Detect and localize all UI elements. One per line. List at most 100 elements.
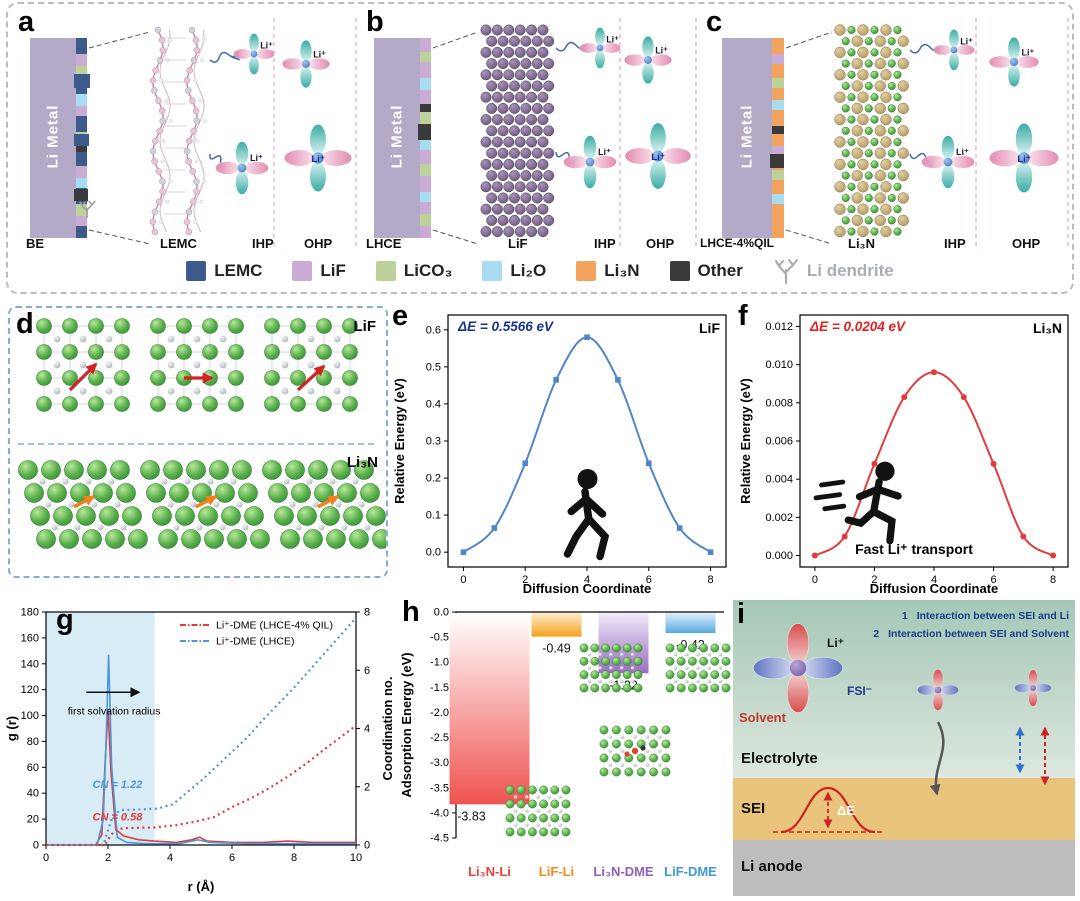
ohp-label: OHP bbox=[646, 236, 674, 251]
li3n-crystal-structure bbox=[263, 461, 387, 549]
svg-text:Diffusion Coordinate: Diffusion Coordinate bbox=[523, 581, 652, 596]
chart-h-canvas: 0.0-0.5-1.0-1.5-2.0-2.5-3.0-3.5-4.0-4.5A… bbox=[398, 598, 732, 896]
solvated-li-ion: Li⁺ bbox=[625, 123, 691, 189]
solvated-li-ion: Li⁺ bbox=[284, 124, 351, 191]
svg-text:120: 120 bbox=[21, 684, 39, 696]
svg-text:0.006: 0.006 bbox=[765, 436, 793, 448]
panel-d-crystal-structures: d LiF Li₃N bbox=[8, 306, 388, 578]
svg-text:-3.5: -3.5 bbox=[430, 782, 449, 794]
legend-swatch bbox=[670, 261, 690, 281]
svg-text:-1.0: -1.0 bbox=[430, 657, 449, 669]
svg-text:20: 20 bbox=[27, 814, 39, 826]
legend-label: LiF bbox=[320, 261, 346, 281]
svg-text:Li₃N: Li₃N bbox=[1033, 320, 1062, 336]
svg-text:0.002: 0.002 bbox=[765, 512, 793, 524]
svg-text:ΔE = 0.5566 eV: ΔE = 0.5566 eV bbox=[457, 319, 554, 334]
svg-text:-3.0: -3.0 bbox=[430, 757, 449, 769]
li-metal-label: Li Metal bbox=[739, 87, 756, 187]
lif-crystal-structure bbox=[151, 319, 244, 412]
svg-text:Li⁺: Li⁺ bbox=[960, 36, 973, 46]
panel-c-lhce-qil: Li⁺Li⁺Li⁺Li⁺ c Li Metal LHCE-4%QIL Li₃N … bbox=[700, 4, 1072, 256]
li3n-row-label: Li₃N bbox=[347, 454, 378, 471]
panel-letter-h: h bbox=[402, 598, 420, 627]
electrolyte-label: Electrolyte bbox=[741, 750, 818, 767]
solvated-li-ion bbox=[918, 670, 959, 711]
lif-crystal-structure bbox=[37, 319, 130, 412]
panel-letter-i: i bbox=[737, 600, 745, 629]
svg-text:0.4: 0.4 bbox=[426, 398, 441, 410]
panel-letter-f: f bbox=[738, 302, 748, 331]
ihp-label: IHP bbox=[252, 236, 274, 251]
legend-item-LiF: LiF bbox=[292, 261, 346, 281]
svg-text:160: 160 bbox=[21, 632, 39, 644]
solvated-li-ion: Li⁺ bbox=[564, 136, 617, 189]
crystal-name-label: LiF bbox=[508, 236, 528, 251]
solvated-li-ion: Li⁺ bbox=[234, 34, 275, 75]
legend-label: Li₃N bbox=[604, 261, 639, 281]
crystal-structures-canvas bbox=[10, 308, 386, 576]
electrolyte-name-label: BE bbox=[26, 236, 44, 251]
crystal-inset bbox=[600, 726, 670, 776]
svg-text:-3.83: -3.83 bbox=[457, 809, 486, 823]
svg-text:LiF-DME: LiF-DME bbox=[664, 864, 717, 879]
legend-label: Li₂O bbox=[510, 261, 546, 281]
bar-Li₃N-Li bbox=[450, 613, 530, 804]
walking-person-icon bbox=[568, 469, 606, 557]
legend-swatch bbox=[482, 261, 502, 281]
svg-text:first solvation radius: first solvation radius bbox=[68, 705, 161, 717]
svg-text:180: 180 bbox=[21, 607, 39, 619]
svg-text:Relative Energy (eV): Relative Energy (eV) bbox=[392, 378, 407, 504]
svg-text:-4.0: -4.0 bbox=[430, 807, 449, 819]
crystal-name-label: LEMC bbox=[160, 236, 197, 251]
sei-schematic-b: Li⁺Li⁺Li⁺Li⁺ bbox=[360, 4, 700, 256]
lif-crystal-structure bbox=[265, 319, 358, 412]
svg-text:Fast Li⁺ transport: Fast Li⁺ transport bbox=[855, 541, 973, 557]
fsi-anion-label: FSI⁻ bbox=[847, 684, 872, 698]
svg-text:0.008: 0.008 bbox=[765, 397, 793, 409]
svg-text:Li⁺: Li⁺ bbox=[606, 34, 619, 44]
svg-text:0.010: 0.010 bbox=[765, 359, 793, 371]
solvated-li-ion: Li⁺ bbox=[282, 40, 330, 88]
svg-text:0.5: 0.5 bbox=[426, 361, 441, 373]
svg-text:0: 0 bbox=[812, 574, 818, 586]
svg-text:-2.5: -2.5 bbox=[430, 732, 449, 744]
svg-text:60: 60 bbox=[27, 762, 39, 774]
svg-text:r (Å): r (Å) bbox=[188, 879, 215, 894]
solvated-li-ion: Li⁺ bbox=[989, 37, 1039, 87]
panel-letter-g: g bbox=[56, 606, 74, 635]
delta-e-label: ΔE bbox=[837, 803, 855, 818]
svg-text:2: 2 bbox=[105, 852, 111, 864]
solvated-li-ion: Li⁺ bbox=[580, 28, 621, 69]
svg-text:0: 0 bbox=[460, 574, 466, 586]
svg-text:10: 10 bbox=[350, 852, 362, 864]
legend-item-LEMC: LEMC bbox=[186, 261, 262, 281]
svg-text:-0.5: -0.5 bbox=[430, 632, 449, 644]
svg-text:0.0: 0.0 bbox=[426, 547, 441, 559]
legend-swatch bbox=[576, 261, 596, 281]
panel-b-lhce: Li⁺Li⁺Li⁺Li⁺ b Li Metal LHCE LiF IHP OHP bbox=[360, 4, 700, 256]
svg-text:ΔE = 0.0204 eV: ΔE = 0.0204 eV bbox=[809, 319, 906, 334]
legend-item-Other: Other bbox=[670, 261, 743, 281]
panel-letter-b: b bbox=[366, 8, 384, 37]
svg-text:100: 100 bbox=[21, 710, 39, 722]
ihp-label: IHP bbox=[944, 236, 966, 251]
svg-text:LiF: LiF bbox=[699, 320, 720, 336]
svg-text:Relative Energy (eV): Relative Energy (eV) bbox=[738, 378, 753, 504]
li-ion-label: Li⁺ bbox=[827, 636, 844, 650]
panel-letter-e: e bbox=[392, 302, 408, 331]
svg-text:0.2: 0.2 bbox=[426, 473, 441, 485]
svg-text:Li⁺: Li⁺ bbox=[311, 154, 325, 165]
li-metal-label: Li Metal bbox=[45, 87, 62, 187]
legend-swatch bbox=[186, 261, 206, 281]
legend-item-li-dendrite: Li dendrite bbox=[773, 258, 894, 284]
sei-label: SEI bbox=[741, 800, 765, 817]
solvated-li-ion: Li⁺ bbox=[989, 123, 1058, 192]
svg-text:Coordination no.: Coordination no. bbox=[380, 677, 395, 781]
legend-swatch bbox=[292, 261, 312, 281]
svg-text:Li₃N-DME: Li₃N-DME bbox=[593, 864, 653, 879]
